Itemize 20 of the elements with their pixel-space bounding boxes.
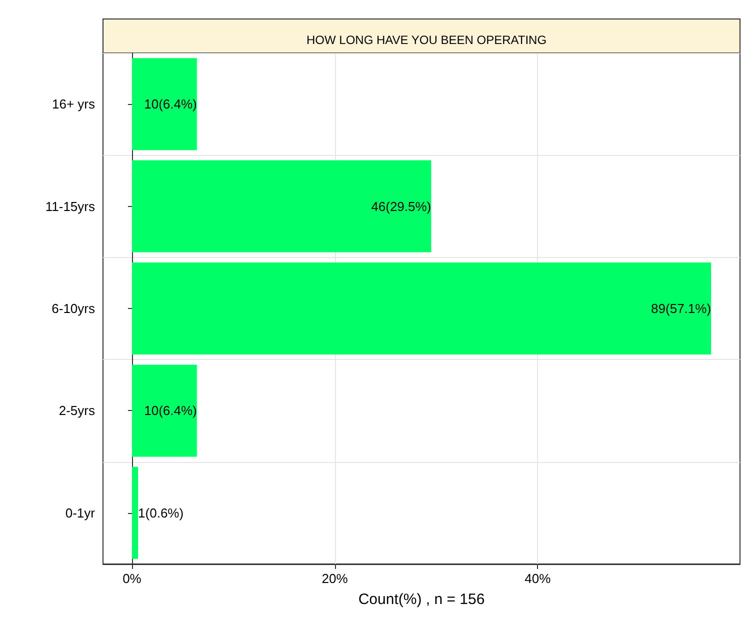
y-tick-label: 6-10yrs [52,301,96,316]
data-label: 10(6.4%) [144,96,197,112]
data-label: 89(57.1%) [651,301,712,316]
bar [132,466,138,559]
bar [132,58,197,150]
y-tick-label: 11-15yrs [45,198,96,214]
y-tick-label: 16+ yrs [52,96,96,112]
data-label: 46(29.5%) [371,198,432,214]
bar [132,364,197,457]
x-tick-label: 0% [122,571,142,586]
data-label: 1(0.6%) [138,505,184,520]
data-label: 10(6.4%) [144,403,197,418]
bar [132,160,432,252]
x-tick-label: 20% [322,571,348,586]
chart-title: HOW LONG HAVE YOU BEEN OPERATING [306,33,547,47]
bar [132,262,712,354]
y-tick-label: 2-5yrs [58,403,96,418]
y-tick-label: 0-1yr [65,505,96,520]
x-axis-title: Count(%) , n = 156 [358,591,485,608]
x-tick-label: 40% [524,571,552,586]
